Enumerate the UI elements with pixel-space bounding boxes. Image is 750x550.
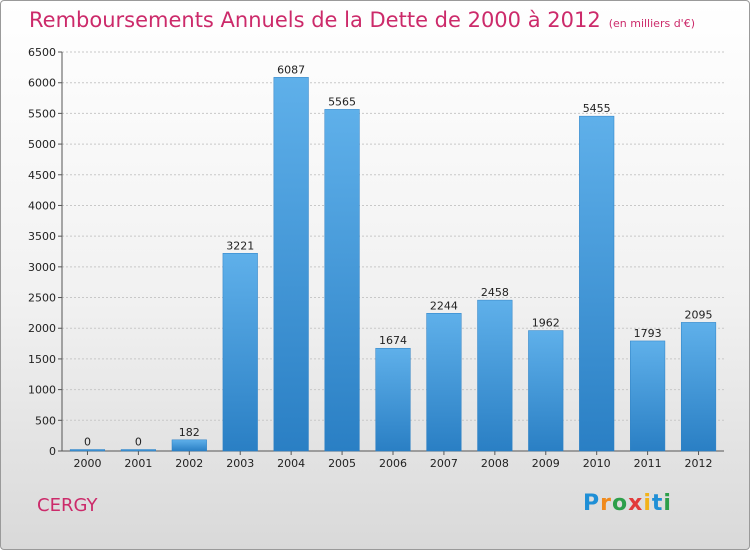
x-tick-label-2005: 2005 — [328, 457, 356, 470]
bar-2003 — [222, 253, 258, 452]
bar-2009 — [528, 330, 564, 452]
logo-letter: r — [600, 491, 612, 516]
x-tick-label-2011: 2011 — [634, 457, 662, 470]
value-labels: 0 0 182 3221 6087 5565 1674 2244 2458 1962 5455 179… — [84, 63, 713, 448]
bar-2000 — [69, 449, 106, 452]
bar-2006 — [375, 347, 411, 452]
commune-name: CERGY — [37, 495, 98, 516]
value-label-2004: 6087 — [277, 63, 305, 76]
bar-2005 — [324, 109, 360, 452]
bar-2007 — [426, 313, 462, 452]
y-tick-label: 2000 — [28, 322, 56, 335]
y-tick-label: 3500 — [28, 230, 56, 243]
chart-title: Remboursements Annuels de la Dette de 20… — [29, 8, 601, 32]
logo-letter: x — [628, 491, 644, 516]
logo-letter: i — [643, 491, 652, 516]
bar-2004 — [273, 77, 309, 452]
value-label-2012: 2095 — [685, 308, 713, 321]
value-label-2010: 5455 — [583, 102, 611, 115]
x-tick-label-2004: 2004 — [277, 457, 305, 470]
x-tick-label-2007: 2007 — [430, 457, 458, 470]
y-tick-label: 2500 — [28, 292, 56, 305]
value-label-2003: 3221 — [226, 239, 254, 252]
y-tick-label: 0 — [49, 445, 56, 458]
logo-letter: t — [651, 491, 664, 516]
proxiti-logo: Proxiti — [583, 491, 672, 516]
bar-2010 — [579, 115, 615, 452]
y-tick-label: 1500 — [28, 353, 56, 366]
bar-2012 — [680, 322, 717, 452]
chart-unit: (en milliers d'€) — [608, 17, 695, 30]
x-tick-label-2000: 2000 — [73, 457, 101, 470]
value-label-2009: 1962 — [532, 317, 560, 330]
bar-2008 — [477, 299, 513, 452]
x-tick-label-2010: 2010 — [583, 457, 611, 470]
value-label-2001: 0 — [135, 436, 142, 449]
y-tick-label: 6000 — [28, 77, 56, 90]
y-tick-label: 4500 — [28, 169, 56, 182]
bar-2002 — [171, 439, 207, 452]
x-tick-label-2002: 2002 — [175, 457, 203, 470]
y-tick-label: 5500 — [28, 107, 56, 120]
value-label-2002: 182 — [179, 426, 200, 439]
y-tick-label: 1000 — [28, 384, 56, 397]
logo-letter: i — [663, 491, 672, 516]
y-tick-label: 6500 — [28, 46, 56, 59]
value-label-2008: 2458 — [481, 286, 509, 299]
bar-2001 — [120, 449, 156, 452]
value-label-2007: 2244 — [430, 299, 458, 312]
x-tick-label-2006: 2006 — [379, 457, 407, 470]
y-tick-label: 3000 — [28, 261, 56, 274]
x-tick-label-2009: 2009 — [532, 457, 560, 470]
x-tick-label-2008: 2008 — [481, 457, 509, 470]
chart-title-block: Remboursements Annuels de la Dette de 20… — [29, 8, 695, 32]
axes: 0 500 1000 1500 2000 2500 3000 3500 4000 4500 5000… — [28, 46, 724, 470]
bar-2011 — [630, 340, 666, 452]
y-tick-label: 500 — [35, 414, 56, 427]
bars — [69, 77, 717, 452]
x-tick-label-2001: 2001 — [124, 457, 152, 470]
x-tick-label-2012: 2012 — [685, 457, 713, 470]
value-label-2006: 1674 — [379, 334, 407, 347]
logo-letter: o — [611, 491, 629, 516]
value-label-2000: 0 — [84, 436, 91, 449]
x-tick-label-2003: 2003 — [226, 457, 254, 470]
logo-letter: P — [583, 491, 601, 516]
y-tick-label: 4000 — [28, 199, 56, 212]
y-tick-label: 5000 — [28, 138, 56, 151]
value-label-2011: 1793 — [634, 327, 662, 340]
value-label-2005: 5565 — [328, 95, 356, 108]
